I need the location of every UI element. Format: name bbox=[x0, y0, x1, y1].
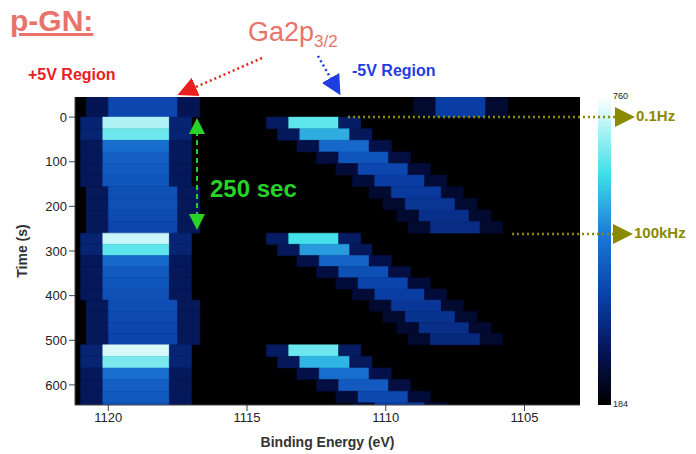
html-text:250 sec: 250 sec bbox=[210, 175, 297, 202]
svg-text:400: 400 bbox=[45, 288, 67, 303]
svg-text:200: 200 bbox=[45, 199, 67, 214]
svg-text:600: 600 bbox=[45, 378, 67, 393]
svg-text:0: 0 bbox=[60, 110, 67, 125]
html-text:Ga2p3/2: Ga2p3/2 bbox=[248, 17, 338, 52]
html-text:p-GN:: p-GN: bbox=[10, 4, 94, 37]
svg-text:100: 100 bbox=[45, 154, 67, 169]
svg-text:500: 500 bbox=[45, 333, 67, 348]
svg-text:1115: 1115 bbox=[234, 410, 261, 425]
svg-text:1105: 1105 bbox=[511, 410, 539, 425]
html-text:0.1Hz: 0.1Hz bbox=[636, 107, 676, 124]
svg-text:1110: 1110 bbox=[372, 410, 399, 425]
svg-text:1120: 1120 bbox=[94, 410, 122, 425]
html-text:184: 184 bbox=[613, 399, 628, 409]
html-text:-5V Region: -5V Region bbox=[352, 62, 436, 79]
html-text:100kHz: 100kHz bbox=[634, 224, 686, 241]
svg-text:Binding Energy (eV): Binding Energy (eV) bbox=[261, 434, 395, 450]
html-text:760: 760 bbox=[613, 91, 628, 101]
html-text:+5V Region: +5V Region bbox=[28, 66, 116, 83]
svg-text:300: 300 bbox=[45, 244, 67, 259]
svg-text:Time (s): Time (s) bbox=[14, 224, 30, 277]
